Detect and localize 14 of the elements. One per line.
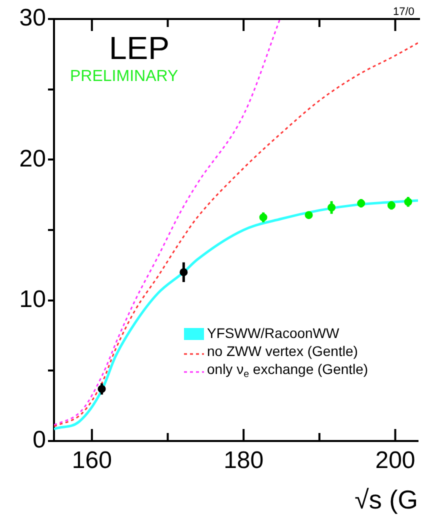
annotation: PRELIMINARY [70, 68, 179, 85]
x-axis-title: √s (G [354, 484, 418, 515]
y-tick-label: 0 [32, 426, 46, 454]
y-tick-label: 20 [19, 145, 46, 172]
x-tick-label: 180 [224, 447, 264, 474]
line-series [54, 199, 418, 430]
y-tick-label: 30 [19, 4, 46, 32]
annotation: LEP [109, 30, 170, 66]
x-tick-label: 160 [72, 447, 112, 474]
legend-label: YFSWW/RacoonWW [207, 324, 340, 341]
text: 17/0 [393, 6, 414, 18]
x-tick-label: 200 [375, 447, 416, 474]
legend-label: no ZWW vertex (Gentle) [207, 342, 358, 359]
y-tick-label: 10 [19, 286, 46, 313]
